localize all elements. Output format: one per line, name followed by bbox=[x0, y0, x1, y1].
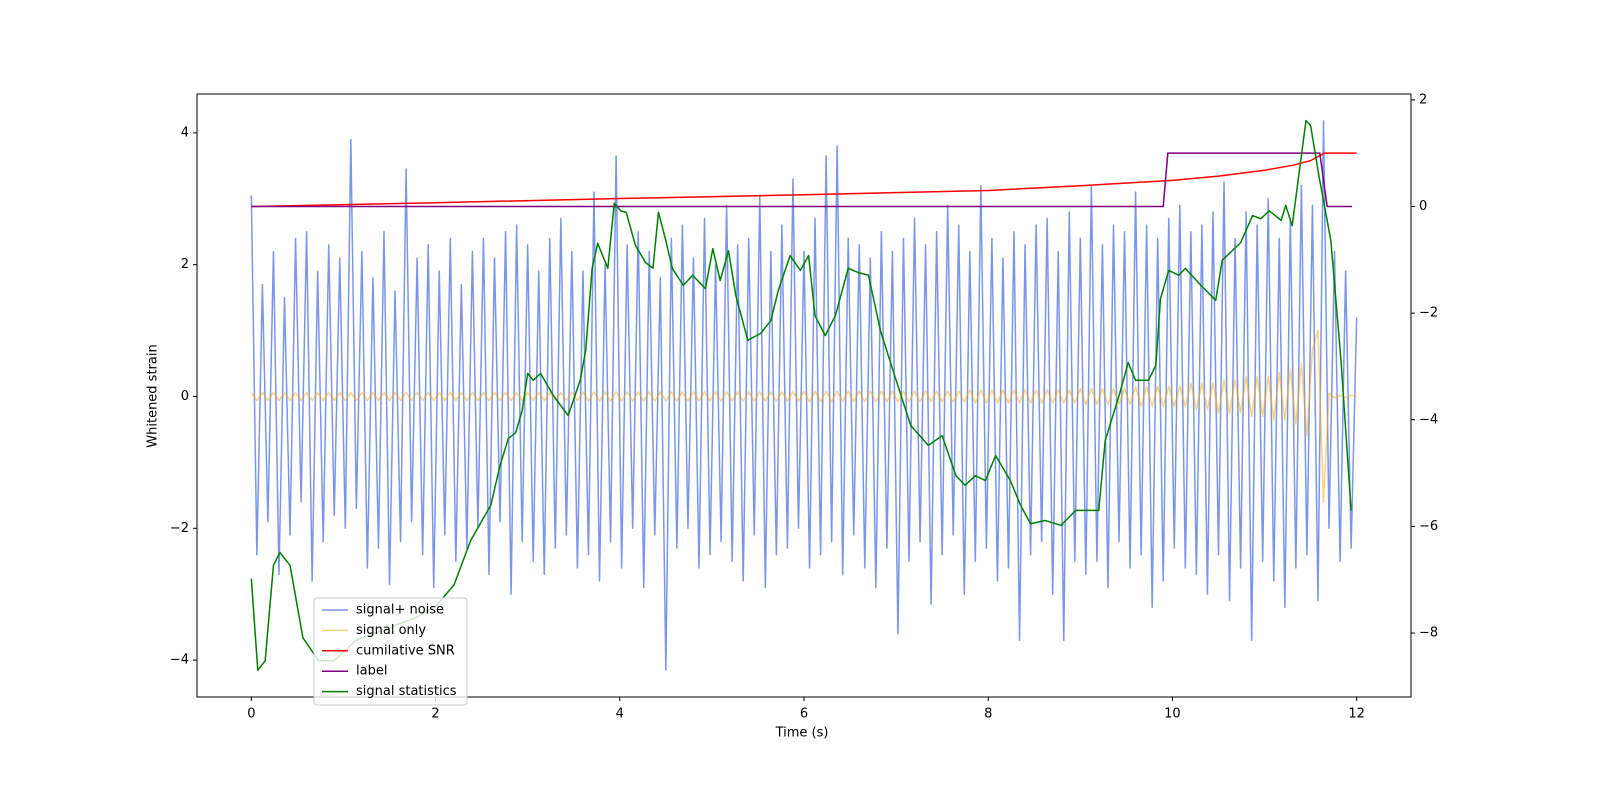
plot-area bbox=[250, 119, 1358, 672]
y2-tick-label: 2 bbox=[1419, 92, 1427, 107]
x-axis-label: Time (s) bbox=[775, 726, 829, 741]
legend-label: signal statistics bbox=[356, 684, 457, 699]
x-tick-label: 12 bbox=[1348, 707, 1365, 722]
y2-tick-label: −6 bbox=[1419, 519, 1438, 534]
legend-label: cumilative SNR bbox=[356, 643, 455, 658]
x-tick-label: 2 bbox=[431, 707, 439, 722]
x-tick-label: 10 bbox=[1164, 707, 1181, 722]
series-line bbox=[251, 152, 1357, 208]
y-tick-label: −2 bbox=[170, 521, 189, 536]
x-tick-label: 8 bbox=[984, 707, 992, 722]
series-line bbox=[250, 120, 1358, 671]
series-line bbox=[251, 152, 1353, 208]
y-axis-label: Whitened strain bbox=[146, 344, 161, 447]
y2-tick-label: −2 bbox=[1419, 306, 1438, 321]
x-tick-label: 4 bbox=[616, 707, 624, 722]
y-tick-label: 0 bbox=[181, 389, 189, 404]
y2-tick-label: 0 bbox=[1419, 199, 1427, 214]
y-tick-label: 2 bbox=[181, 257, 189, 272]
legend-label: signal+ noise bbox=[356, 603, 444, 618]
x-tick-label: 6 bbox=[800, 707, 808, 722]
y2-tick-label: −8 bbox=[1419, 626, 1438, 641]
y-tick-label: −4 bbox=[170, 653, 189, 668]
x-tick-label: 0 bbox=[247, 707, 255, 722]
y-tick-label: 4 bbox=[181, 125, 189, 140]
legend-label: signal only bbox=[356, 623, 426, 638]
legend: signal+ noise signal only cumilative SNR la… bbox=[313, 597, 468, 706]
y2-tick-label: −4 bbox=[1419, 412, 1438, 427]
series-line bbox=[250, 119, 1352, 672]
series-line bbox=[250, 329, 1357, 503]
legend-label: label bbox=[356, 664, 387, 679]
legend-box bbox=[313, 597, 468, 706]
